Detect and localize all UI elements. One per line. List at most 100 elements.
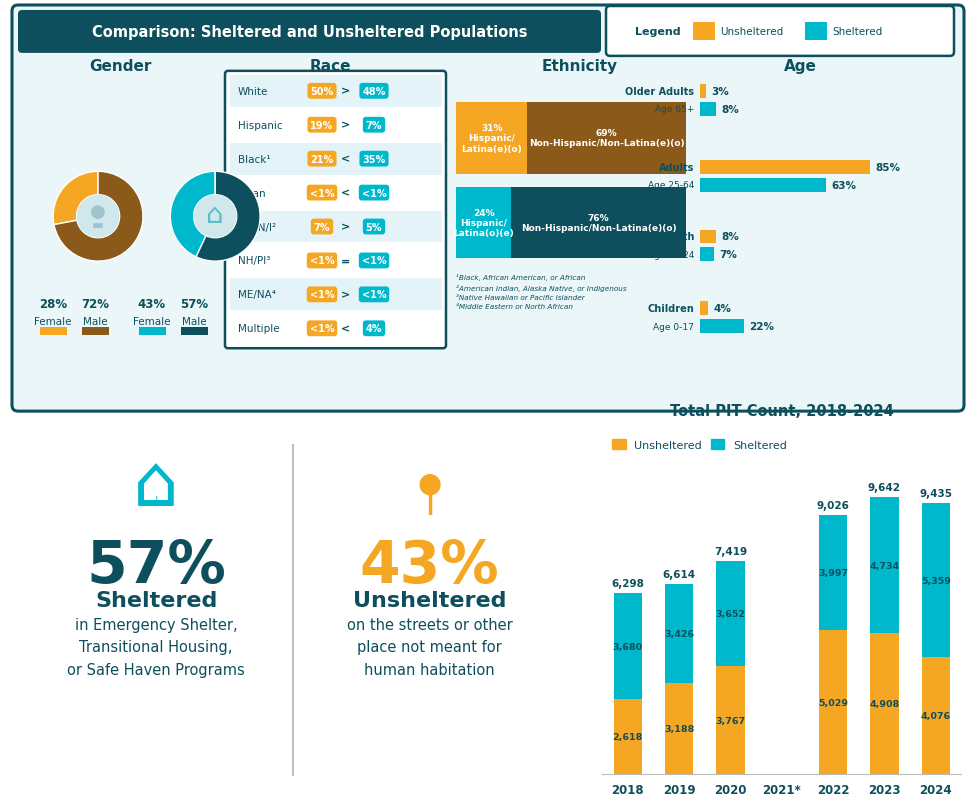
FancyBboxPatch shape — [229, 313, 441, 345]
Text: >: > — [342, 222, 350, 232]
Text: |: | — [154, 496, 158, 506]
Text: Hispanic: Hispanic — [238, 121, 283, 131]
FancyBboxPatch shape — [229, 109, 441, 142]
Text: Asian: Asian — [238, 188, 266, 199]
FancyBboxPatch shape — [700, 302, 708, 316]
FancyBboxPatch shape — [229, 279, 441, 311]
Text: <1%: <1% — [309, 290, 335, 300]
Text: 5%: 5% — [366, 222, 383, 232]
Circle shape — [194, 196, 236, 238]
FancyBboxPatch shape — [700, 161, 870, 174]
FancyBboxPatch shape — [700, 230, 716, 244]
Text: ⌂: ⌂ — [133, 451, 180, 520]
Bar — [716, 561, 745, 667]
FancyBboxPatch shape — [229, 144, 441, 175]
Text: =: = — [342, 256, 350, 266]
Text: 57%: 57% — [180, 298, 208, 311]
Text: <1%: <1% — [309, 324, 335, 334]
Text: 4,908: 4,908 — [870, 700, 900, 709]
Text: 7%: 7% — [366, 121, 383, 131]
Text: 3,652: 3,652 — [715, 609, 746, 618]
Text: 76%
Non-Hispanic/Non-Latina(e)(o): 76% Non-Hispanic/Non-Latina(e)(o) — [521, 213, 676, 233]
Text: Age: Age — [784, 59, 817, 75]
Text: >: > — [342, 87, 350, 97]
Bar — [716, 667, 745, 775]
FancyBboxPatch shape — [700, 84, 706, 99]
Text: 5,029: 5,029 — [818, 697, 848, 706]
Text: <1%: <1% — [309, 188, 335, 199]
Legend: Unsheltered, Sheltered: Unsheltered, Sheltered — [608, 436, 792, 455]
Text: Age 0-17: Age 0-17 — [653, 323, 694, 332]
Text: 3,767: 3,767 — [715, 716, 746, 725]
Bar — [871, 633, 899, 775]
Text: 3,426: 3,426 — [664, 629, 694, 638]
Text: 6,298: 6,298 — [611, 578, 644, 589]
Text: <1%: <1% — [362, 188, 386, 199]
Text: 3%: 3% — [711, 87, 729, 97]
Text: 4%: 4% — [366, 324, 383, 334]
Bar — [819, 630, 847, 775]
Text: 9,026: 9,026 — [817, 500, 849, 510]
FancyBboxPatch shape — [181, 328, 208, 336]
Text: 3,997: 3,997 — [818, 569, 848, 577]
FancyBboxPatch shape — [700, 103, 716, 117]
Text: <: < — [342, 188, 350, 199]
FancyBboxPatch shape — [229, 178, 441, 209]
Text: in Emergency Shelter,
Transitional Housing,
or Safe Haven Programs: in Emergency Shelter, Transitional Housi… — [67, 617, 245, 677]
FancyBboxPatch shape — [229, 75, 441, 108]
Bar — [921, 504, 950, 658]
FancyBboxPatch shape — [805, 23, 827, 41]
Text: ●: ● — [418, 469, 441, 496]
Text: ⌂: ⌂ — [206, 200, 224, 229]
Text: 6,614: 6,614 — [663, 569, 696, 579]
Text: Age 65+: Age 65+ — [655, 105, 694, 114]
Text: 4,076: 4,076 — [920, 711, 951, 720]
FancyBboxPatch shape — [18, 11, 601, 54]
Text: 57%: 57% — [86, 537, 226, 594]
Text: NH/PI³: NH/PI³ — [238, 256, 270, 266]
Bar — [665, 585, 693, 683]
Circle shape — [77, 196, 119, 238]
Text: <1%: <1% — [309, 256, 335, 266]
Text: 19%: 19% — [310, 121, 334, 131]
FancyBboxPatch shape — [693, 23, 715, 41]
Text: Age 18-24: Age 18-24 — [648, 251, 694, 260]
Text: 4%: 4% — [713, 304, 731, 314]
Text: 7,419: 7,419 — [713, 547, 747, 556]
Wedge shape — [196, 172, 260, 262]
Text: 7%: 7% — [313, 222, 330, 232]
Text: ¹Black, African American, or African
²American Indian, Alaska Native, or Indigen: ¹Black, African American, or African ²Am… — [456, 274, 627, 310]
Text: 31%
Hispanic/
Latina(e)(o): 31% Hispanic/ Latina(e)(o) — [462, 123, 522, 153]
Text: 22%: 22% — [749, 322, 774, 332]
Text: ●: ● — [90, 203, 106, 221]
Text: Gender: Gender — [89, 59, 151, 75]
Text: Legend: Legend — [635, 27, 680, 36]
Text: 72%: 72% — [81, 298, 109, 311]
FancyBboxPatch shape — [12, 6, 964, 412]
FancyBboxPatch shape — [456, 187, 511, 260]
Text: 8%: 8% — [721, 232, 739, 242]
FancyBboxPatch shape — [511, 187, 686, 260]
Wedge shape — [54, 172, 142, 262]
FancyBboxPatch shape — [456, 103, 527, 174]
Text: 24%
Hispanic/
Latina(o)(e): 24% Hispanic/ Latina(o)(e) — [453, 208, 514, 238]
Text: Male: Male — [83, 317, 107, 327]
Text: Female: Female — [134, 317, 171, 327]
Text: 28%: 28% — [39, 298, 67, 311]
Text: 3,188: 3,188 — [664, 724, 694, 733]
Text: Male: Male — [182, 317, 206, 327]
Bar — [614, 594, 642, 699]
Text: <1%: <1% — [362, 290, 386, 300]
Text: Unsheltered: Unsheltered — [720, 27, 784, 36]
FancyBboxPatch shape — [40, 328, 67, 336]
FancyBboxPatch shape — [225, 71, 446, 349]
Text: 3,680: 3,680 — [613, 642, 643, 651]
Text: 21%: 21% — [310, 154, 334, 165]
Text: Older Adults: Older Adults — [625, 87, 694, 97]
Text: 50%: 50% — [310, 87, 334, 97]
Text: 43%: 43% — [359, 537, 500, 594]
FancyBboxPatch shape — [18, 424, 568, 796]
Text: 9,642: 9,642 — [868, 483, 901, 492]
Text: 48%: 48% — [362, 87, 386, 97]
Text: Ethnicity: Ethnicity — [542, 59, 618, 75]
